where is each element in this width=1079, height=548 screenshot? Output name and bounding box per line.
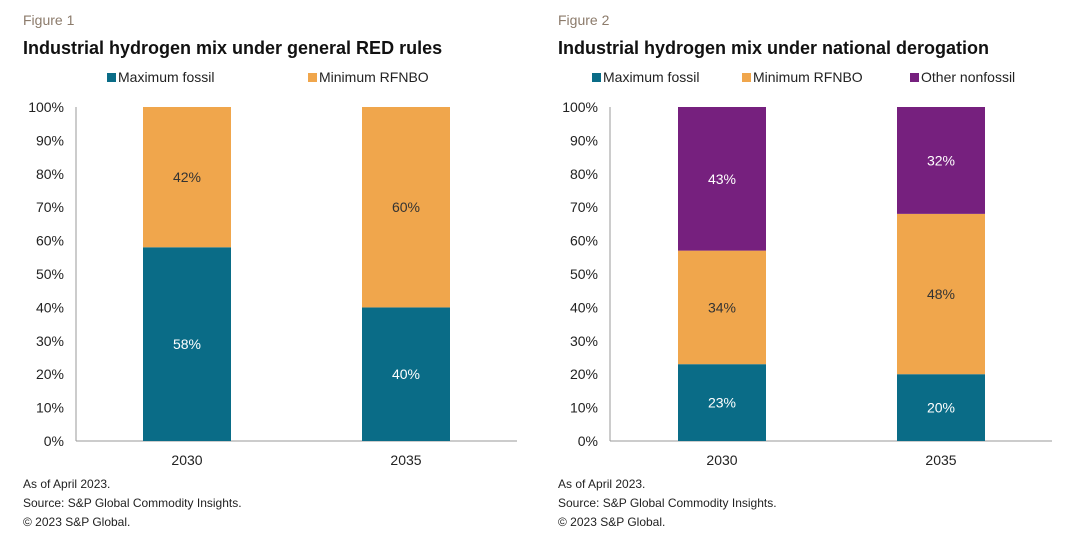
y-tick-label: 10% [36, 400, 64, 416]
data-label: 58% [173, 336, 201, 352]
figure-1-title: Industrial hydrogen mix under general RE… [23, 38, 443, 58]
data-label: 60% [392, 199, 420, 215]
y-tick-label: 100% [562, 99, 598, 115]
y-tick-label: 20% [36, 366, 64, 382]
bar-segment [362, 107, 450, 308]
bar-segment [678, 364, 766, 441]
data-label: 42% [173, 169, 201, 185]
y-tick-label: 40% [570, 299, 598, 315]
y-tick-label: 70% [570, 199, 598, 215]
bar-segment [897, 107, 985, 214]
legend-item: Minimum RFNBO [308, 69, 429, 85]
figure-2-title: Industrial hydrogen mix under national d… [558, 38, 990, 58]
legend-swatch [592, 73, 601, 82]
y-tick-label: 30% [570, 333, 598, 349]
legend-swatch [742, 73, 751, 82]
data-label: 32% [927, 152, 955, 168]
legend-item: Other nonfossil [910, 69, 1015, 85]
y-tick-label: 60% [36, 233, 64, 249]
x-tick-label: 2035 [925, 452, 956, 468]
legend-label: Other nonfossil [921, 69, 1015, 85]
bar-segment [897, 374, 985, 441]
x-tick-label: 2030 [171, 452, 202, 468]
figure-2-notes: As of April 2023. Source: S&P Global Com… [558, 475, 777, 532]
note-as-of: As of April 2023. [23, 477, 111, 491]
y-tick-label: 0% [578, 433, 598, 449]
x-tick-label: 2035 [390, 452, 421, 468]
y-tick-label: 20% [570, 366, 598, 382]
bar-segment [362, 307, 450, 441]
data-label: 43% [708, 171, 736, 187]
y-tick-label: 60% [570, 233, 598, 249]
y-tick-label: 30% [36, 333, 64, 349]
bar-segment [143, 247, 231, 441]
legend-item: Minimum RFNBO [742, 69, 863, 85]
figure-1-notes: As of April 2023. Source: S&P Global Com… [23, 475, 242, 532]
legend-label: Maximum fossil [118, 69, 214, 85]
legend-label: Minimum RFNBO [753, 69, 863, 85]
bar-segment [678, 107, 766, 251]
figure-2-chart: Maximum fossil Minimum RFNBO Other nonfoss… [562, 69, 1052, 468]
legend-swatch [308, 73, 317, 82]
legend-label: Minimum RFNBO [319, 69, 429, 85]
y-tick-label: 70% [36, 199, 64, 215]
y-tick-label: 0% [44, 433, 64, 449]
y-tick-label: 80% [570, 166, 598, 182]
note-source: Source: S&P Global Commodity Insights. [558, 496, 777, 510]
data-label: 20% [927, 400, 955, 416]
figure-1-chart: Maximum fossil Minimum RFNBO 0% 10% 20% 30% 40… [28, 69, 517, 468]
y-tick-label: 100% [28, 99, 64, 115]
x-tick-label: 2030 [706, 452, 737, 468]
y-tick-label: 50% [570, 266, 598, 282]
figure-2-label: Figure 2 [558, 12, 610, 28]
y-tick-label: 90% [570, 132, 598, 148]
note-source: Source: S&P Global Commodity Insights. [23, 496, 242, 510]
y-tick-label: 40% [36, 299, 64, 315]
y-tick-label: 10% [570, 400, 598, 416]
legend-label: Maximum fossil [603, 69, 699, 85]
y-tick-label: 90% [36, 132, 64, 148]
note-as-of: As of April 2023. [558, 477, 646, 491]
bar-segment [897, 213, 985, 375]
data-label: 34% [708, 299, 736, 315]
figure-1-label: Figure 1 [23, 12, 75, 28]
data-label: 23% [708, 395, 736, 411]
data-label: 40% [392, 366, 420, 382]
bar-segment [678, 250, 766, 365]
data-label: 48% [927, 286, 955, 302]
note-copyright: © 2023 S&P Global. [23, 515, 131, 529]
y-tick-label: 80% [36, 166, 64, 182]
legend-swatch [910, 73, 919, 82]
bar-segment [143, 107, 231, 248]
y-tick-label: 50% [36, 266, 64, 282]
figure-2-panel: Figure 2 Industrial hydrogen mix under n… [540, 0, 1079, 548]
legend-item: Maximum fossil [107, 69, 214, 85]
note-copyright: © 2023 S&P Global. [558, 515, 666, 529]
figure-1-panel: Figure 1 Industrial hydrogen mix under g… [23, 12, 517, 532]
legend-swatch [107, 73, 116, 82]
legend-item: Maximum fossil [592, 69, 699, 85]
